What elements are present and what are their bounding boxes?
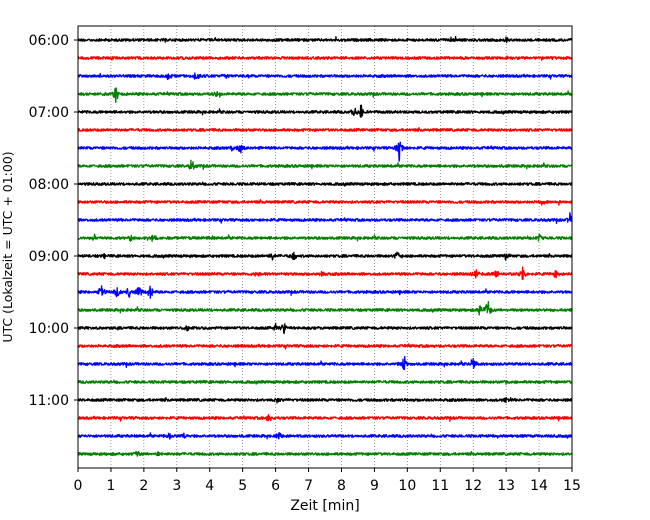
trace-line (77, 104, 573, 119)
x-tick-label: 14 (530, 478, 548, 494)
trace-line (77, 396, 573, 404)
x-tick-label: 8 (337, 478, 346, 494)
x-tick-label: 13 (497, 478, 515, 494)
y-tick-label: 10:00 (29, 321, 69, 337)
x-tick-label: 3 (172, 478, 181, 494)
x-axis-ticks: 0 1 2 3 4 5 6 7 8 9 10 11 12 13 14 15 (74, 468, 581, 494)
y-axis-label: UTC (Lokalzeit = UTC + 01:00) (0, 151, 15, 342)
trace-line (77, 266, 573, 281)
trace-line (77, 181, 573, 187)
trace-line (77, 212, 573, 224)
y-tick-label: 09:00 (29, 249, 69, 265)
trace-line (77, 343, 573, 350)
trace-line (77, 355, 573, 370)
x-tick-label: 12 (464, 478, 482, 494)
trace-line (77, 126, 573, 132)
y-tick-label: 08:00 (29, 177, 69, 193)
y-axis-ticks: 06:00 07:00 08:00 09:00 10:00 11:00 (29, 33, 78, 409)
plot-frame (77, 25, 573, 469)
trace-line (77, 72, 573, 81)
trace-line (77, 87, 573, 104)
x-tick-label: 7 (304, 478, 313, 494)
trace-line (77, 198, 573, 206)
trace-line (77, 379, 573, 385)
x-tick-label: 9 (370, 478, 379, 494)
trace-line (77, 159, 573, 170)
trace-line (77, 233, 573, 242)
x-tick-label: 10 (398, 478, 416, 494)
seismogram-traces (77, 35, 573, 457)
trace-line (77, 322, 573, 335)
trace-line (77, 141, 573, 162)
trace-line (77, 450, 573, 457)
trace-line (77, 431, 573, 440)
x-tick-label: 0 (74, 478, 83, 494)
x-tick-label: 11 (431, 478, 449, 494)
x-axis-label: Zeit [min] (290, 498, 359, 514)
x-tick-label: 1 (106, 478, 115, 494)
trace-line (77, 300, 573, 316)
trace-line (77, 413, 573, 422)
trace-line (77, 55, 573, 61)
trace-line (77, 285, 573, 299)
y-tick-label: 07:00 (29, 105, 69, 121)
x-tick-label: 5 (238, 478, 247, 494)
x-tick-label: 2 (139, 478, 148, 494)
trace-line (77, 251, 573, 261)
x-tick-label: 15 (563, 478, 581, 494)
trace-line (77, 35, 573, 44)
y-tick-label: 06:00 (29, 33, 69, 49)
y-tick-label: 11:00 (29, 393, 69, 409)
x-tick-label: 4 (205, 478, 214, 494)
x-tick-label: 6 (271, 478, 280, 494)
